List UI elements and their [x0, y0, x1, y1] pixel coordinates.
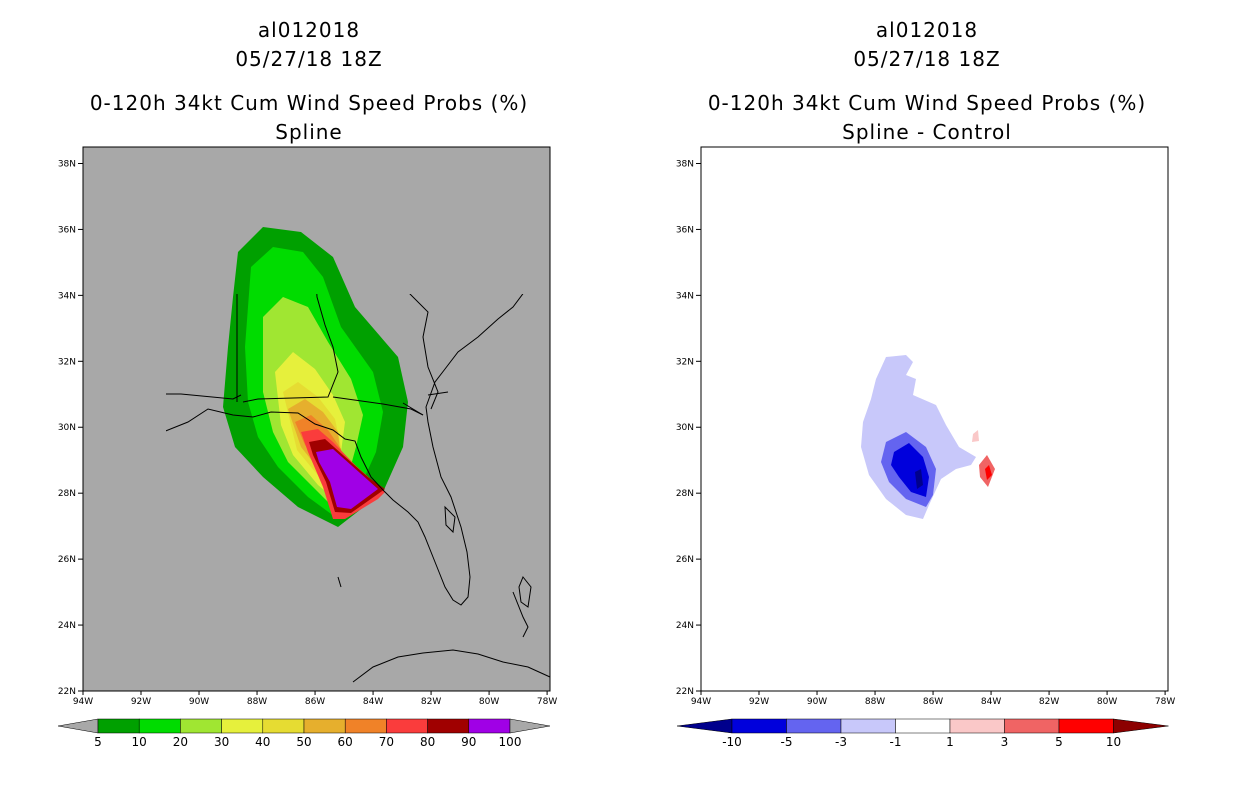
colorbar-swatch: [840, 718, 896, 734]
lat-tick-label: 32N: [58, 357, 76, 367]
lon-tick-label: 80W: [1097, 697, 1117, 707]
lon-tick-label: 82W: [421, 697, 441, 707]
right-colorbar: -10 -5 -3 -1 1 3 5 10: [676, 718, 1169, 749]
colorbar-label: 20: [173, 735, 188, 749]
colorbar-swatch: [138, 718, 181, 734]
right-title-storm-id: al012018: [876, 18, 978, 42]
lon-tick-label: 88W: [247, 697, 267, 707]
colorbar-label: 80: [420, 735, 435, 749]
lat-tick-label: 28N: [676, 489, 694, 499]
colorbar-swatch: [303, 718, 346, 734]
colorbar-label: 5: [1055, 735, 1063, 749]
colorbar-swatch: [386, 718, 428, 734]
right-title-method: Spline - Control: [842, 120, 1012, 144]
lat-tick-label: 32N: [676, 357, 694, 367]
right-panel: al012018 05/27/18 18Z 0-120h 34kt Cum Wi…: [676, 18, 1176, 749]
colorbar-upper-arrow: [1113, 718, 1169, 734]
right-difference-contours: [861, 355, 995, 519]
right-title-product: 0-120h 34kt Cum Wind Speed Probs (%): [708, 91, 1146, 115]
colorbar-label: 100: [499, 735, 522, 749]
left-probability-contours: [223, 227, 408, 527]
lon-tick-label: 82W: [1039, 697, 1059, 707]
lon-tick-label: 78W: [1155, 697, 1175, 707]
lat-tick-label: 24N: [58, 621, 76, 631]
lon-tick-label: 86W: [305, 697, 325, 707]
lat-tick-label: 38N: [58, 159, 76, 169]
colorbar-label: 10: [132, 735, 147, 749]
colorbar-lower-arrow: [57, 718, 99, 734]
right-lat-axis: 38N 36N 34N 32N 30N 28N 26N 24N 22N: [676, 159, 701, 697]
colorbar-label: 3: [1001, 735, 1009, 749]
lon-tick-label: 94W: [691, 697, 711, 707]
lat-tick-label: 30N: [58, 423, 76, 433]
colorbar-swatch: [427, 718, 470, 734]
colorbar-swatch: [468, 718, 511, 734]
colorbar-lower-arrow: [676, 718, 733, 734]
lat-tick-label: 22N: [58, 687, 76, 697]
left-lon-axis: 94W 92W 90W 88W 86W 84W 82W 80W 78W: [73, 691, 557, 707]
colorbar-swatch: [262, 718, 305, 734]
lat-tick-label: 38N: [676, 159, 694, 169]
colorbar-swatch: [344, 718, 387, 734]
lat-tick-label: 22N: [676, 687, 694, 697]
lon-tick-label: 84W: [363, 697, 383, 707]
lat-tick-label: 26N: [676, 555, 694, 565]
left-map-frame: [82, 146, 551, 692]
right-lon-axis: 94W 92W 90W 88W 86W 84W 82W 80W 78W: [691, 691, 1175, 707]
colorbar-swatch: [1004, 718, 1060, 734]
left-title-product: 0-120h 34kt Cum Wind Speed Probs (%): [90, 91, 528, 115]
colorbar-label: 90: [461, 735, 476, 749]
left-title-datetime: 05/27/18 18Z: [235, 47, 382, 71]
colorbar-swatch: [97, 718, 140, 734]
left-title-storm-id: al012018: [258, 18, 360, 42]
colorbar-swatch: [786, 718, 842, 734]
lat-tick-label: 36N: [676, 225, 694, 235]
colorbar-swatch: [221, 718, 264, 734]
lat-tick-label: 28N: [58, 489, 76, 499]
lon-tick-label: 84W: [981, 697, 1001, 707]
lat-tick-label: 34N: [676, 291, 694, 301]
lon-tick-label: 90W: [807, 697, 827, 707]
lat-tick-label: 26N: [58, 555, 76, 565]
right-title-datetime: 05/27/18 18Z: [853, 47, 1000, 71]
lon-tick-label: 88W: [865, 697, 885, 707]
lon-tick-label: 92W: [749, 697, 769, 707]
colorbar-label: -10: [722, 735, 742, 749]
colorbar-swatch: [731, 718, 787, 734]
right-map-frame: [700, 146, 1169, 692]
lon-tick-label: 90W: [189, 697, 209, 707]
colorbar-label: -5: [781, 735, 793, 749]
colorbar-label: 5: [94, 735, 102, 749]
colorbar-label: 70: [379, 735, 394, 749]
lon-tick-label: 86W: [923, 697, 943, 707]
colorbar-label: 1: [946, 735, 954, 749]
lat-tick-label: 30N: [676, 423, 694, 433]
colorbar-label: 40: [255, 735, 270, 749]
lon-tick-label: 78W: [537, 697, 557, 707]
colorbar-label: 50: [296, 735, 311, 749]
lat-tick-label: 34N: [58, 291, 76, 301]
colorbar-upper-arrow: [509, 718, 551, 734]
colorbar-label: 30: [214, 735, 229, 749]
colorbar-swatch: [895, 718, 951, 734]
lon-tick-label: 94W: [73, 697, 93, 707]
left-title-method: Spline: [275, 120, 342, 144]
colorbar-label: 10: [1106, 735, 1121, 749]
lat-tick-label: 24N: [676, 621, 694, 631]
colorbar-label: 60: [338, 735, 353, 749]
colorbar-swatch: [949, 718, 1005, 734]
colorbar-swatch: [180, 718, 222, 734]
lon-tick-label: 80W: [479, 697, 499, 707]
lon-tick-label: 92W: [131, 697, 151, 707]
left-colorbar: 5 10 20 30 40 50 60 70 80 90 100: [57, 718, 551, 749]
left-panel: al012018 05/27/18 18Z 0-120h 34kt Cum Wi…: [58, 18, 558, 749]
colorbar-label: -3: [835, 735, 847, 749]
left-lat-axis: 38N 36N 34N 32N 30N 28N 26N 24N 22N: [58, 159, 83, 697]
colorbar-label: -1: [890, 735, 902, 749]
lat-tick-label: 36N: [58, 225, 76, 235]
colorbar-swatch: [1058, 718, 1114, 734]
